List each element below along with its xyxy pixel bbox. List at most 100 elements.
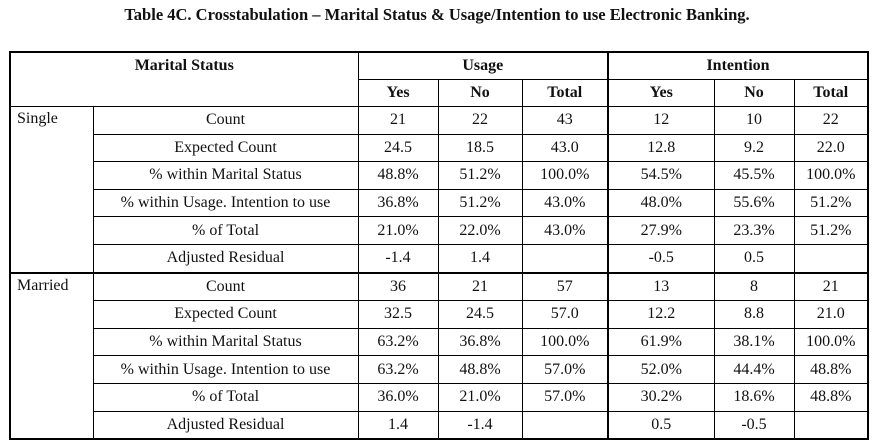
row-label: Count	[92, 106, 359, 135]
table-cell: 36.8%	[357, 188, 439, 218]
table-cell: 18.6%	[713, 382, 795, 412]
table-cell	[521, 410, 609, 441]
table-cell	[521, 243, 609, 274]
table-row: Single Count 21 22 43 12 10 22	[9, 105, 870, 274]
table-cell: 22.0	[793, 133, 870, 163]
table-cell: 9.2	[713, 133, 795, 163]
table-row: Expected Count 24.5 18.5 43.0 12.8 9.2 22.0	[10, 133, 870, 163]
row-label: Adjusted Residual	[92, 410, 359, 441]
header-usage-no: No	[437, 79, 523, 107]
table-cell: 36	[357, 272, 439, 302]
table-cell	[793, 410, 870, 441]
table-cell: 22.0%	[437, 216, 523, 245]
table-cell: 18.5	[437, 133, 523, 163]
table-cell: 36.8%	[437, 327, 523, 357]
table-cell: 21.0%	[357, 216, 439, 245]
header-row-1: Marital Status Usage Intention	[8, 51, 870, 107]
table-cell: 12.2	[607, 300, 715, 329]
table-cell	[793, 243, 870, 274]
table-row: % within Marital Status 48.8% 51.2% 100.0% 5…	[10, 161, 870, 190]
header-marital-status: Marital Status	[8, 51, 359, 107]
row-label: % of Total	[92, 382, 359, 412]
header-row-2: Yes No Total Yes No Total	[10, 79, 870, 107]
row-label: Count	[92, 272, 359, 302]
table-cell: 30.2%	[607, 382, 715, 412]
table-cell: 21.0%	[437, 382, 523, 412]
header-usage-total: Total	[521, 79, 609, 107]
table-cell: 44.4%	[713, 355, 795, 384]
table-cell: 100.0%	[793, 327, 870, 357]
table-cell: 51.2%	[793, 188, 870, 218]
table-row: % within Usage. Intention to use 63.2% 48.…	[10, 355, 870, 384]
table-cell: -0.5	[607, 243, 715, 274]
table-cell: 51.2%	[437, 188, 523, 218]
header-intention: Intention	[607, 51, 870, 80]
row-label: Adjusted Residual	[92, 243, 359, 274]
table-title: Table 4C. Crosstabulation – Marital Stat…	[124, 5, 750, 24]
table-cell: 63.2%	[357, 327, 439, 357]
table-cell: 0.5	[607, 410, 715, 441]
table-cell: 24.5	[357, 133, 439, 163]
row-label: % within Marital Status	[92, 161, 359, 190]
table-cell: -0.5	[713, 410, 795, 441]
table-cell: 21	[793, 272, 870, 302]
table-cell: 24.5	[437, 300, 523, 329]
table-cell: 8	[713, 272, 795, 302]
table-cell: 57.0	[521, 300, 609, 329]
table-cell: 45.5%	[713, 161, 795, 190]
table-cell: 21.0	[793, 300, 870, 329]
table-cell: 22	[793, 106, 870, 135]
table-row: % within Marital Status 63.2% 36.8% 100.0% 6…	[10, 327, 870, 357]
table-row: Expected Count 32.5 24.5 57.0 12.2 8.8 21.0	[10, 300, 870, 329]
table-body: Marital Status Usage Intention Yes No To…	[8, 51, 870, 441]
table-cell: 22	[437, 106, 523, 135]
table-cell: 1.4	[437, 243, 523, 274]
header-intention-no: No	[713, 79, 795, 107]
table-cell: 100.0%	[521, 161, 609, 190]
header-usage: Usage	[357, 51, 609, 80]
table-cell: 52.0%	[607, 355, 715, 384]
header-usage-yes: Yes	[357, 79, 439, 107]
table-cell: 57.0%	[521, 382, 609, 412]
row-label: % within Usage. Intention to use	[92, 188, 359, 218]
table-row: Adjusted Residual 1.4 -1.4 0.5 -0.5	[10, 410, 870, 441]
row-label: Expected Count	[92, 133, 359, 163]
row-label: Expected Count	[92, 300, 359, 329]
table-cell: 10	[713, 106, 795, 135]
table-cell: 51.2%	[437, 161, 523, 190]
table-cell: 12	[607, 106, 715, 135]
table-cell: 32.5	[357, 300, 439, 329]
group-label: Married	[9, 272, 94, 441]
table-cell: 43.0	[521, 133, 609, 163]
table-cell: 12.8	[607, 133, 715, 163]
table-cell: 13	[607, 272, 715, 302]
table-cell: 51.2%	[793, 216, 870, 245]
table-cell: 100.0%	[521, 327, 609, 357]
row-label: % within Marital Status	[92, 327, 359, 357]
table-cell: -1.4	[357, 243, 439, 274]
table-cell: 48.8%	[437, 355, 523, 384]
table-cell: 57.0%	[521, 355, 609, 384]
table-cell: 0.5	[713, 243, 795, 274]
table-cell: 36.0%	[357, 382, 439, 412]
table-cell: 43	[521, 106, 609, 135]
table-cell: 8.8	[713, 300, 795, 329]
table-row: Adjusted Residual -1.4 1.4 -0.5 0.5	[10, 243, 870, 274]
table-cell: 43.0%	[521, 188, 609, 218]
table-cell: 21	[437, 272, 523, 302]
header-intention-yes: Yes	[607, 79, 715, 107]
table-cell: 43.0%	[521, 216, 609, 245]
table-row: % within Usage. Intention to use 36.8% 51.…	[10, 188, 870, 218]
table-cell: 48.8%	[357, 161, 439, 190]
table-cell: 55.6%	[713, 188, 795, 218]
table-cell: 100.0%	[793, 161, 870, 190]
table-row: Married Count 36 21 57 13 8 21	[9, 272, 870, 441]
table-row: % of Total 36.0% 21.0% 57.0% 30.2% 18.6% 48.8%	[10, 382, 870, 412]
table-cell: 1.4	[357, 410, 439, 441]
table-cell: 57	[521, 272, 609, 302]
table-cell: 48.8%	[793, 355, 870, 384]
table-cell: 54.5%	[607, 161, 715, 190]
table-cell: 21	[357, 106, 439, 135]
header-intention-total: Total	[793, 79, 870, 107]
table-cell: 27.9%	[607, 216, 715, 245]
